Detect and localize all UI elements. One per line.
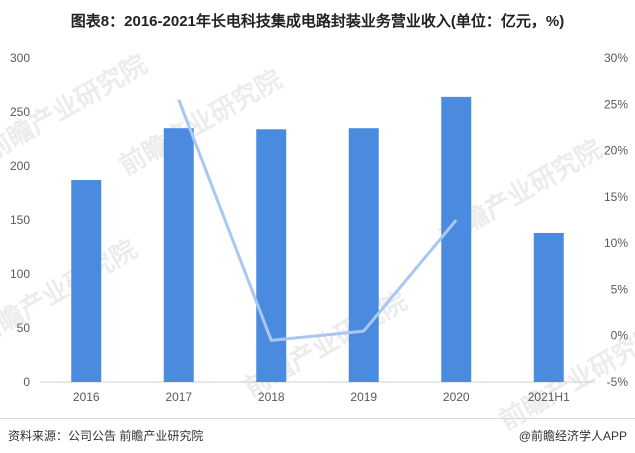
y-right-tick-label: 0% — [611, 329, 629, 343]
x-tick-label: 2020 — [443, 390, 470, 404]
bar — [348, 128, 379, 382]
y-left-tick-label: 100 — [10, 267, 30, 281]
y-left-tick-label: 250 — [10, 105, 30, 119]
x-tick-label: 2018 — [258, 390, 285, 404]
brand-label: @前瞻经济学人APP — [518, 429, 627, 443]
y-right-tick-label: -5% — [607, 375, 629, 389]
y-left-tick-label: 0 — [23, 375, 30, 389]
y-left-tick-label: 150 — [10, 213, 30, 227]
bar — [71, 180, 102, 382]
y-right-tick-label: 15% — [604, 190, 628, 204]
x-tick-label: 2016 — [73, 390, 100, 404]
y-axis-right-ticks: -5% 0% 5% 10% 15% 20% 25% 30% — [604, 51, 628, 389]
y-right-tick-label: 30% — [604, 51, 628, 65]
y-right-tick-label: 25% — [604, 97, 628, 111]
y-left-tick-label: 300 — [10, 51, 30, 65]
bar — [533, 232, 564, 382]
y-right-tick-label: 20% — [604, 144, 628, 158]
y-axis-left-ticks: 0 50 100 150 200 250 300 — [10, 51, 30, 389]
source-note: 资料来源：公司公告 前瞻产业研究院 — [8, 429, 204, 443]
bar — [441, 96, 472, 382]
bar-series — [71, 96, 564, 382]
x-axis-ticks: 2016 2017 2018 2019 2020 2021H1 — [73, 390, 570, 404]
bar — [163, 128, 194, 382]
growth-line — [177, 99, 458, 342]
y-right-tick-label: 5% — [611, 282, 629, 296]
x-tick-label: 2017 — [165, 390, 192, 404]
y-right-tick-label: 10% — [604, 236, 628, 250]
bar — [256, 129, 287, 382]
x-tick-label: 2019 — [350, 390, 377, 404]
y-left-tick-label: 200 — [10, 159, 30, 173]
chart-title: 图表8：2016-2021年长电科技集成电路封装业务营业收入(单位：亿元，%) — [70, 13, 565, 30]
x-tick-label: 2021H1 — [528, 390, 570, 404]
y-left-tick-label: 50 — [17, 321, 31, 335]
footer-divider — [0, 418, 635, 419]
